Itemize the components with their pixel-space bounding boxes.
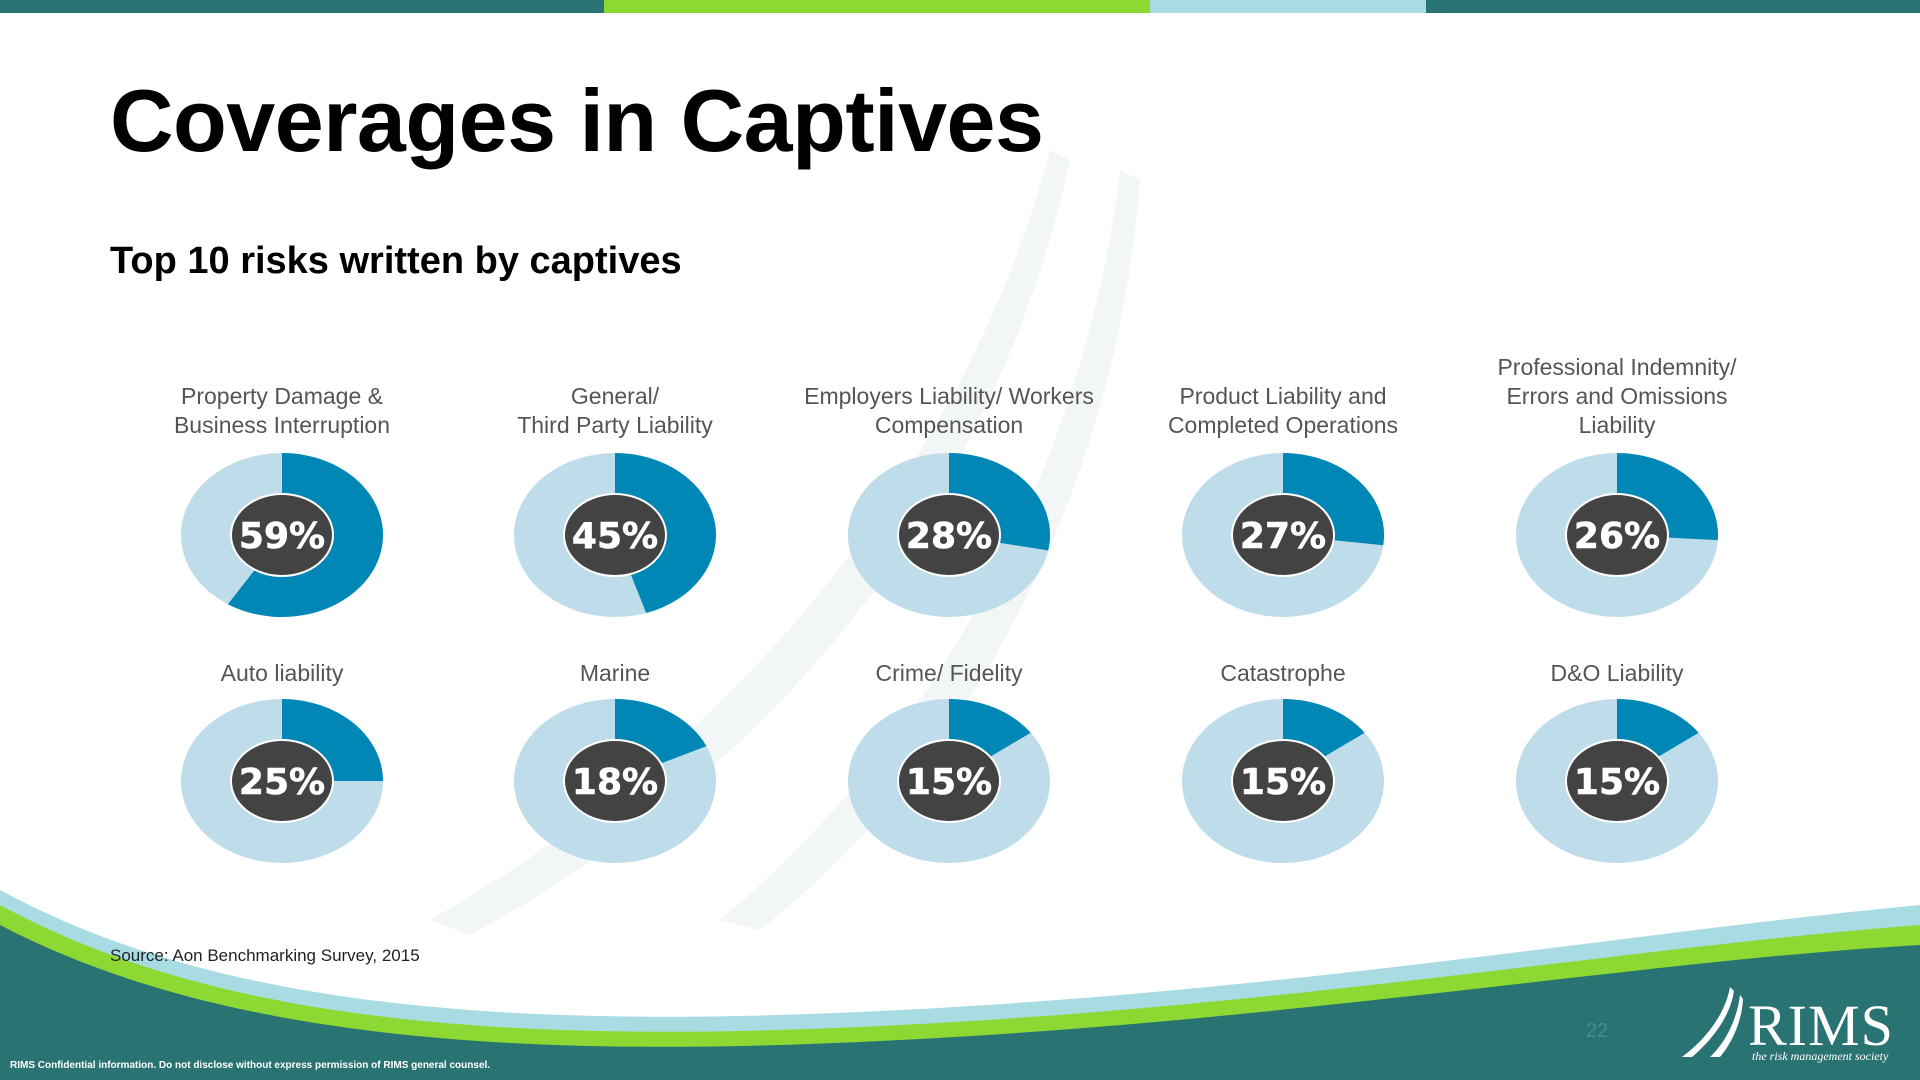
top-bar-teal-right <box>1426 0 1920 13</box>
donut-center <box>1565 739 1669 823</box>
donut-center <box>1231 493 1335 577</box>
donut-category-label-line: Third Party Liability <box>517 412 713 438</box>
donut-category-label-line: Marine <box>579 660 651 686</box>
top-bar-light-blue <box>1150 0 1426 13</box>
donut-category-label-line: Compensation <box>874 412 1024 438</box>
donut-category-label-line: General/ <box>570 383 660 409</box>
slide-subtitle: Top 10 risks written by captives <box>110 240 682 282</box>
donut-category-label-line: Professional Indemnity/ <box>1497 354 1737 380</box>
rims-logo-icon <box>1682 987 1743 1057</box>
confidential-notice: RIMS Confidential information. Do not di… <box>10 1060 491 1071</box>
donut-category-label-line: Auto liability <box>220 660 344 686</box>
donut-category-label: Property Damage & Business Interruption <box>102 382 462 440</box>
donut-value-label: 25% <box>239 762 325 803</box>
donut-category-label: Employers Liability/ Workers Compensation <box>769 382 1129 440</box>
donut-category-label-line: Employers Liability/ Workers <box>804 383 1094 409</box>
donut-value-label: 15% <box>1574 762 1660 803</box>
donut-category-label: Catastrophe <box>1103 659 1463 688</box>
donut-value-label: 15% <box>906 762 992 803</box>
donut-center <box>563 739 667 823</box>
donut-center <box>897 493 1001 577</box>
donut-center <box>897 739 1001 823</box>
slide-title: Coverages in Captives <box>110 71 1044 170</box>
donut-category-label-line: Errors and Omissions <box>1506 383 1728 409</box>
donut-category-label: D&O Liability <box>1437 659 1797 688</box>
rims-logo-text: RIMS <box>1748 993 1894 1058</box>
donut-value-label: 59% <box>239 516 325 557</box>
donut-category-label-line: Completed Operations <box>1167 412 1399 438</box>
page-number: 22 <box>1586 1020 1609 1042</box>
donut-category-label: Auto liability <box>102 659 462 688</box>
donut-center <box>1565 493 1669 577</box>
top-bar-green <box>604 0 1150 13</box>
donut-category-label-line: Liability <box>1578 412 1656 438</box>
donut-center <box>563 493 667 577</box>
source-note: Source: Aon Benchmarking Survey, 2015 <box>110 946 420 965</box>
top-accent-bar <box>0 0 1920 13</box>
donut-center <box>230 493 334 577</box>
donut-category-label: Professional Indemnity/Errors and Omissi… <box>1437 353 1797 440</box>
donut-category-label-line: Product Liability and <box>1179 383 1387 409</box>
donut-category-label-line: D&O Liability <box>1550 660 1684 686</box>
donut-category-label: General/Third Party Liability <box>435 382 795 440</box>
donut-category-label: Crime/ Fidelity <box>769 659 1129 688</box>
top-bar-teal <box>0 0 604 13</box>
donut-value-label: 45% <box>572 516 658 557</box>
donut-category-label: Marine <box>435 659 795 688</box>
donut-category-label: Product Liability and Completed Operation… <box>1103 382 1463 440</box>
donut-center <box>230 739 334 823</box>
donut-value-label: 26% <box>1574 516 1660 557</box>
donut-category-label-line: Property Damage & <box>181 383 383 409</box>
donut-category-label-line: Catastrophe <box>1220 660 1346 686</box>
donut-value-label: 27% <box>1240 516 1326 557</box>
donut-value-label: 15% <box>1240 762 1326 803</box>
donut-category-label-line: Business Interruption <box>173 412 391 438</box>
donut-value-label: 28% <box>906 516 992 557</box>
donut-center <box>1231 739 1335 823</box>
donut-value-label: 18% <box>572 762 658 803</box>
rims-logo-tagline: the risk management society <box>1752 1049 1889 1063</box>
donut-category-label-line: Crime/ Fidelity <box>875 660 1023 686</box>
